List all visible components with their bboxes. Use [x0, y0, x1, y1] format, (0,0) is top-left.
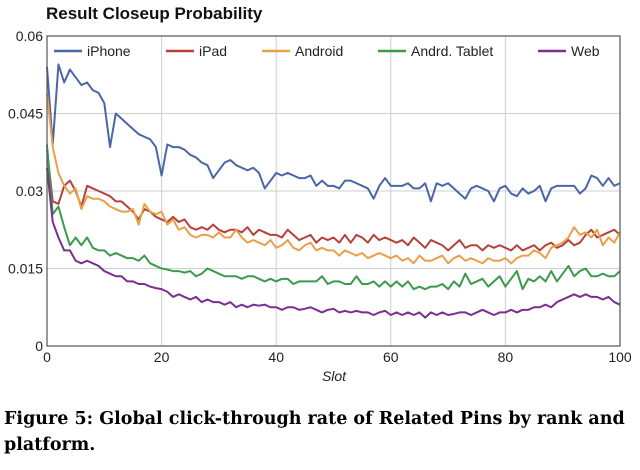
y-tick-label: 0.03 — [16, 183, 43, 199]
legend-label-andrd-tablet: Andrd. Tablet — [411, 43, 493, 59]
legend-label-ipad: iPad — [199, 43, 227, 59]
figure-caption: Figure 5: Global click-through rate of R… — [4, 409, 625, 455]
series-line-iphone — [46, 63, 621, 203]
y-tick-label: 0 — [35, 338, 43, 354]
x-tick-label: 60 — [383, 349, 399, 365]
x-tick-label: 0 — [43, 349, 51, 365]
x-tick-label: 40 — [268, 349, 284, 365]
chart: 0 0.015 0.03 0.045 0.06 0 20 40 60 80 100 Slot iP… — [8, 28, 632, 384]
y-tick-label: 0.015 — [8, 261, 43, 277]
plot-frame — [46, 35, 621, 347]
y-axis: 0 0.015 0.03 0.045 0.06 — [8, 28, 43, 354]
y-tick-label: 0.045 — [8, 106, 43, 122]
legend-label-web: Web — [571, 43, 600, 59]
y-tick-label: 0.06 — [16, 28, 43, 44]
series-line-ipad — [46, 149, 621, 252]
chart-title: Result Closeup Probability — [46, 4, 263, 23]
series-line-android — [46, 92, 621, 265]
x-tick-label: 80 — [498, 349, 514, 365]
legend: iPhone iPad Android Andrd. Tablet Web — [54, 43, 600, 59]
x-tick-label: 100 — [608, 349, 632, 365]
series-line-andrd-tablet — [46, 144, 621, 291]
legend-label-iphone: iPhone — [87, 43, 131, 59]
series-line-web — [46, 167, 621, 319]
x-axis-label: Slot — [322, 368, 347, 384]
x-tick-label: 20 — [154, 349, 170, 365]
legend-label-android: Android — [295, 43, 343, 59]
series-lines — [46, 63, 621, 319]
x-axis: 0 20 40 60 80 100 — [43, 349, 632, 365]
